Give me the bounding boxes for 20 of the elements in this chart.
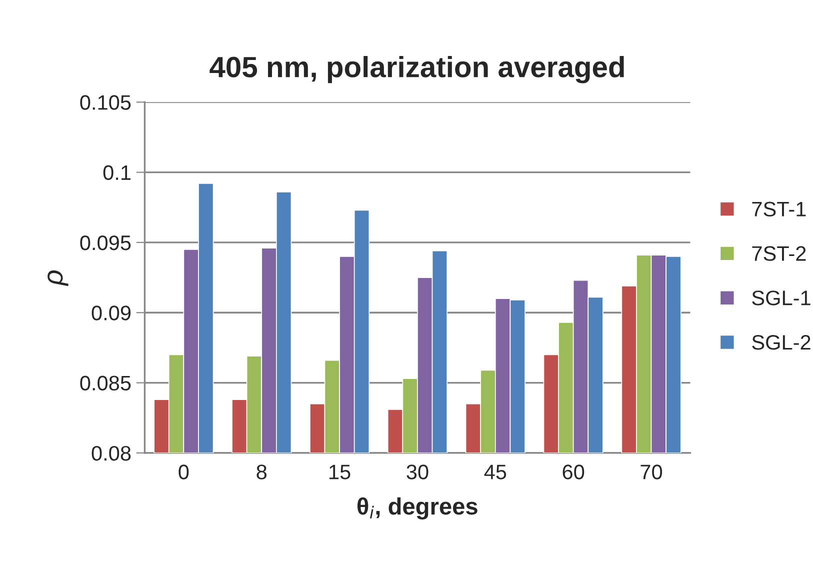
- legend-label: 7ST-1: [752, 202, 806, 216]
- y-tick-label: 0.105: [80, 95, 131, 110]
- y-tick-label: 0.095: [80, 235, 131, 250]
- y-axis-title: ρ: [48, 270, 68, 286]
- x-tick-label: 30: [406, 464, 428, 480]
- x-tick-label: 15: [330, 464, 350, 480]
- legend-label: SGL-1: [752, 290, 810, 306]
- legend-label: SGL-2: [752, 335, 810, 350]
- y-tick-label: 0.09: [92, 306, 131, 320]
- x-tick-label: 8: [256, 464, 266, 480]
- legend-label: 7ST-2: [752, 246, 806, 261]
- x-tick-label: 60: [562, 464, 584, 480]
- x-tick-label: 0: [178, 464, 189, 480]
- x-tick-label: 70: [640, 464, 662, 480]
- x-tick-label: 45: [484, 464, 506, 480]
- y-tick-label: 0.08: [92, 446, 131, 461]
- y-tick-label: 0.1: [103, 165, 131, 180]
- y-tick-label: 0.085: [80, 376, 131, 391]
- chart-title: 405 nm, polarization averaged: [210, 56, 624, 84]
- x-axis-title: θ$_{i}$, degrees: [357, 497, 478, 520]
